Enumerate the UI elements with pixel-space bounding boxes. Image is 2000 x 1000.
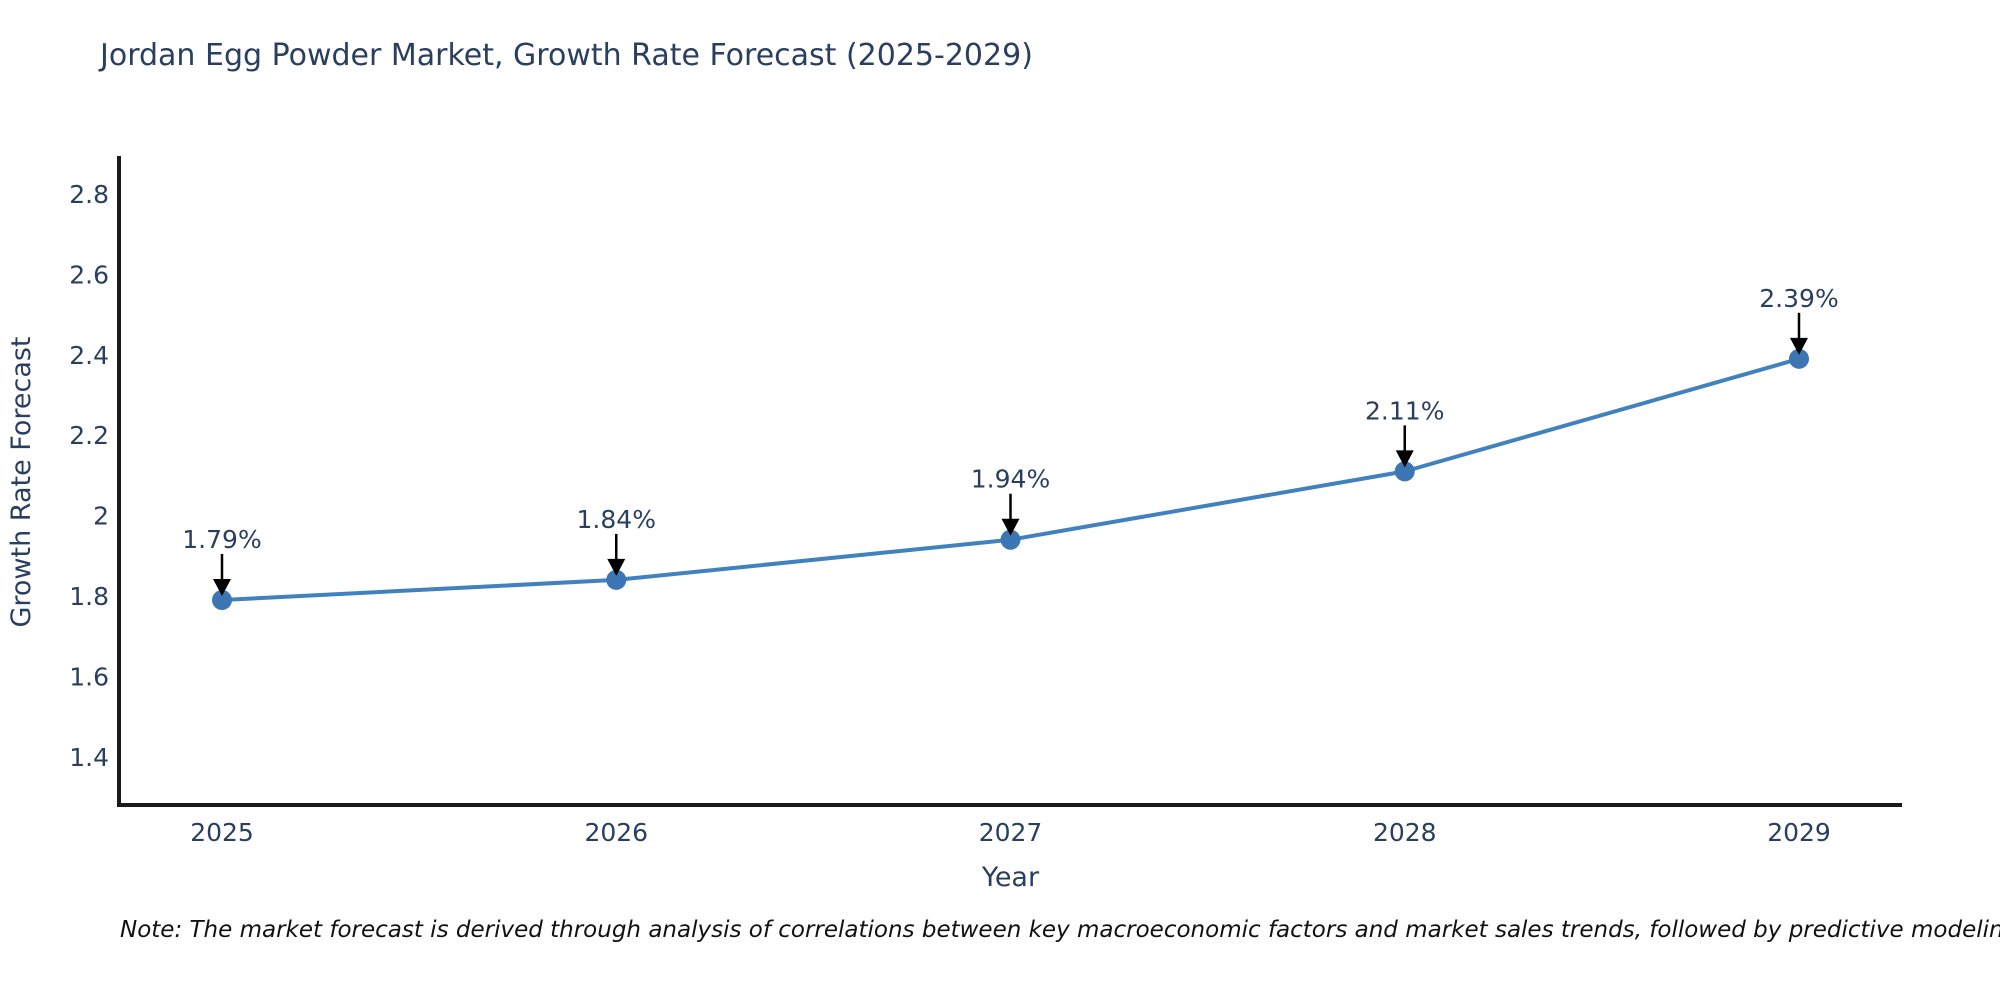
annotation-arrow-head [1001,518,1020,536]
data-point-marker [212,590,232,611]
data-point-marker [1394,461,1415,482]
data-point-marker [1789,348,1809,369]
data-point-value-label: 2.11% [1365,396,1444,425]
y-tick-label: 2 [93,502,109,531]
y-tick-label: 2.6 [69,260,109,289]
x-tick-label: 2025 [190,818,254,847]
annotation-arrow-head [213,579,231,597]
data-point-marker [606,569,627,590]
annotation-arrow-head [1395,450,1414,468]
footnote: Note: The market forecast is derived thr… [120,917,2000,943]
x-tick-label: 2028 [1373,818,1437,847]
x-tick-label: 2026 [584,818,648,847]
data-point-value-label: 1.84% [577,505,656,534]
x-tick-label: 2027 [979,818,1043,847]
y-tick-label: 2.4 [69,341,109,370]
chart-title: Jordan Egg Powder Market, Growth Rate Fo… [100,38,1033,73]
annotation-arrow-head [607,558,626,576]
data-point-value-label: 1.79% [182,525,261,554]
x-axis-title: Year [981,862,1040,893]
data-point-value-label: 1.94% [971,465,1050,494]
y-tick-label: 1.8 [69,582,109,611]
y-tick-label: 2.8 [69,180,109,209]
y-tick-label: 1.4 [69,743,109,772]
annotation-arrow-head [1790,337,1808,355]
data-point-value-label: 2.39% [1759,284,1838,313]
y-tick-label: 1.6 [69,662,109,691]
x-tick-label: 2029 [1767,818,1831,847]
y-axis-title: Growth Rate Forecast [6,336,37,627]
y-tick-label: 2.2 [69,421,109,450]
data-point-marker [1000,529,1021,550]
